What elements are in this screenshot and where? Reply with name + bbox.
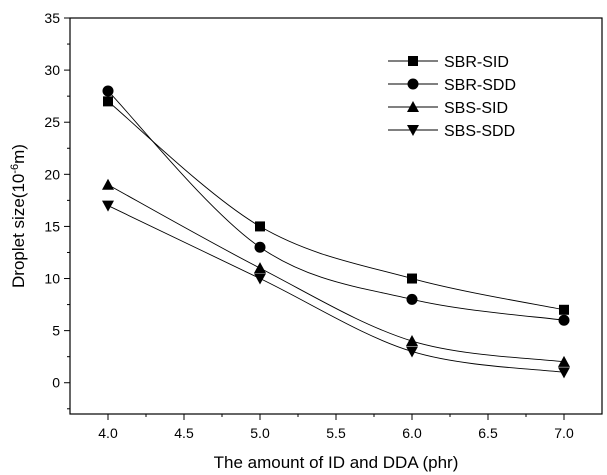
data-point-sbs-sdd [254, 273, 266, 285]
series-line-sbs-sid [107, 184, 565, 363]
x-tick-label: 5.5 [326, 425, 346, 441]
data-point-sbr-sdd [254, 241, 266, 253]
data-point-sbs-sid [558, 355, 570, 367]
plot-frame [69, 17, 603, 415]
y-axis-title-main: Droplet size(10 [9, 174, 28, 288]
legend-marker [407, 101, 419, 112]
data-point-sbs-sdd [102, 200, 114, 212]
data-point-sbs-sdd [558, 367, 570, 379]
data-point-sbr-sid [407, 273, 417, 284]
legend-marker [407, 125, 419, 136]
y-tick-label: 15 [44, 218, 60, 234]
y-axis-title-tail: m) [9, 144, 28, 164]
series-line-sbs-sdd [107, 205, 565, 373]
x-axis: 4.0 4.5 5.0 5.5 6.0 6.5 7.0 [98, 414, 574, 441]
y-axis-title-superscript: -6 [9, 164, 21, 174]
legend-marker [407, 78, 419, 90]
data-point-sbr-sdd [102, 85, 114, 97]
data-point-sbr-sid [255, 221, 265, 232]
y-tick-label: 35 [44, 10, 60, 26]
legend-label: SBS-SDD [444, 123, 515, 140]
legend-label: SBR-SID [444, 54, 509, 71]
y-axis-title: Droplet size(10-6m) [9, 144, 28, 288]
data-point-sbr-sdd [558, 314, 570, 326]
data-point-sbs-sid [254, 262, 266, 274]
data-point-sbs-sid [406, 335, 418, 347]
y-tick-label: 0 [52, 375, 60, 391]
series-line-sbr-sid [107, 101, 565, 311]
x-tick-label: 7.0 [554, 425, 574, 441]
data-point-sbr-sdd [406, 293, 418, 305]
x-tick-label: 5.0 [250, 425, 270, 441]
data-point-sbs-sdd [406, 346, 418, 358]
y-tick-label: 10 [44, 271, 60, 287]
legend: SBR-SID SBR-SDD SBS-SID SBS-SDD [388, 54, 516, 140]
y-axis: 0 5 10 15 20 25 30 35 [44, 10, 70, 410]
x-axis-title: The amount of ID and DDA (phr) [214, 453, 459, 472]
legend-label: SBS-SID [444, 100, 508, 117]
legend-label: SBR-SDD [444, 77, 516, 94]
data-point-sbs-sid [102, 178, 114, 190]
data-point-sbr-sid [559, 304, 569, 315]
plot-area-border [69, 17, 603, 415]
x-tick-label: 4.5 [174, 425, 194, 441]
legend-marker [408, 56, 418, 66]
y-tick-label: 30 [44, 62, 60, 78]
y-tick-label: 5 [52, 323, 60, 339]
x-tick-label: 6.0 [402, 425, 422, 441]
series-markers [102, 85, 570, 379]
series-lines [107, 90, 565, 373]
data-point-sbr-sid [103, 96, 113, 107]
y-tick-label: 20 [44, 166, 60, 182]
x-tick-label: 4.0 [98, 425, 118, 441]
y-tick-label: 25 [44, 114, 60, 130]
series-line-sbr-sdd [107, 90, 565, 321]
x-tick-label: 6.5 [478, 425, 498, 441]
